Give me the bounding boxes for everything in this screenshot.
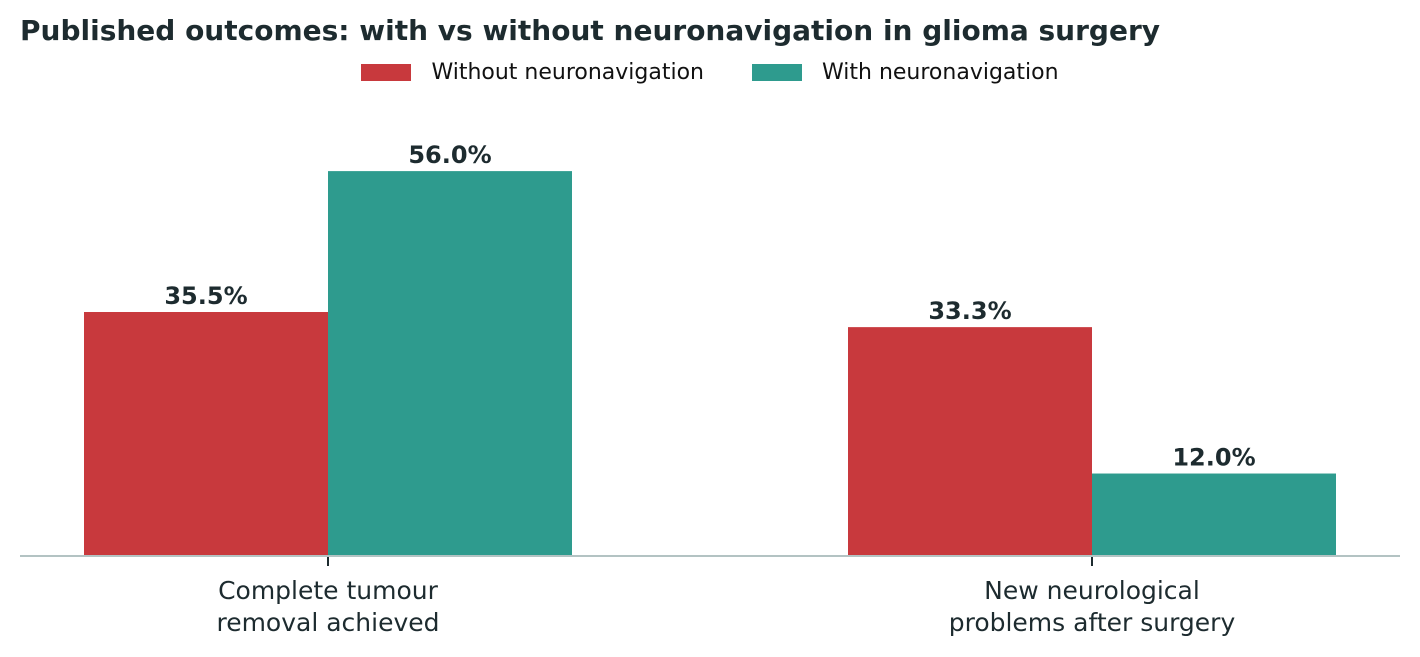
bar-with-2 [1092,473,1336,556]
value-label-with-2: 12.0% [1172,444,1255,472]
x-tick-label-2-line-1: New neurological [984,576,1200,605]
legend: Without neuronavigation With neuronaviga… [0,60,1420,85]
legend-item-with: With neuronavigation [752,60,1059,85]
value-label-without-2: 33.3% [928,297,1011,325]
x-tick-label-1-line-1: Complete tumour [218,576,439,605]
bar-without-1 [84,312,328,556]
value-label-with-1: 56.0% [408,141,491,169]
legend-item-without: Without neuronavigation [361,60,704,85]
bar-without-2 [848,327,1092,556]
legend-label-without: Without neuronavigation [431,60,704,85]
legend-label-with: With neuronavigation [822,60,1059,85]
legend-swatch-without [361,64,412,81]
bar-with-1 [328,171,572,556]
value-label-without-1: 35.5% [164,282,247,310]
legend-swatch-with [752,64,802,81]
chart-title: Published outcomes: with vs without neur… [20,14,1161,47]
x-tick-label-1-line-2: removal achieved [216,608,439,637]
x-tick-label-2-line-2: problems after surgery [949,608,1236,637]
